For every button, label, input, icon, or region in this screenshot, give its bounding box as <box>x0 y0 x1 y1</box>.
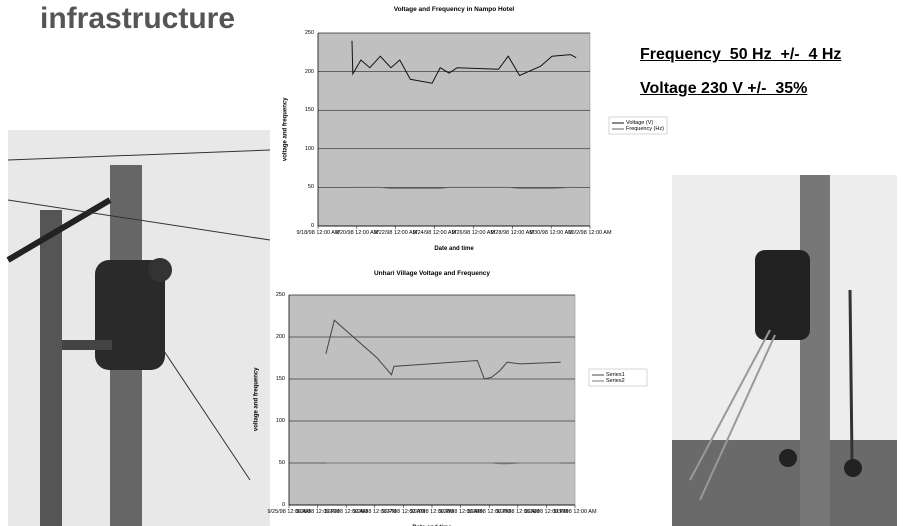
x-tick-label: 9/30/98 12:00 AM <box>553 509 597 515</box>
y-tick-label: 200 <box>265 334 285 340</box>
y-tick-label: 100 <box>294 146 314 152</box>
y-tick-label: 250 <box>294 30 314 36</box>
y-tick-label: 100 <box>265 418 285 424</box>
voltage-spec: Voltage 230 V +/- 35% <box>640 80 807 98</box>
chart-title: Unhari Village Voltage and Frequency <box>282 270 582 277</box>
x-tick-label: 9/20/98 12:00 AM <box>335 230 379 236</box>
slide-graphics <box>0 0 903 526</box>
x-tick-label: 9/22/98 12:00 AM <box>374 230 418 236</box>
y-axis-title: voltage and frequency <box>283 49 290 209</box>
y-tick-label: 150 <box>294 107 314 113</box>
photo-right <box>672 175 897 526</box>
x-tick-label: 9/26/98 12:00 AM <box>451 230 495 236</box>
x-tick-label: 9/24/98 12:00 AM <box>413 230 457 236</box>
x-tick-label: 10/2/98 12:00 AM <box>568 230 612 236</box>
x-tick-label: 9/18/98 12:00 AM <box>296 230 340 236</box>
y-tick-label: 250 <box>265 292 285 298</box>
legend-label: Frequency (Hz) <box>626 126 664 132</box>
x-tick-label: 9/28/98 12:00 AM <box>490 230 534 236</box>
plot-area <box>318 33 590 226</box>
legend-label: Series2 <box>606 378 625 384</box>
y-tick-label: 0 <box>294 223 314 229</box>
y-tick-label: 200 <box>294 69 314 75</box>
chart-title: Voltage and Frequency in Nampo Hotel <box>304 6 604 13</box>
y-tick-label: 0 <box>265 502 285 508</box>
y-tick-label: 50 <box>294 184 314 190</box>
photo-left <box>8 130 270 526</box>
x-axis-title: Date and time <box>374 246 534 253</box>
y-tick-label: 50 <box>265 460 285 466</box>
x-tick-label: 9/30/98 12:00 AM <box>529 230 573 236</box>
heading: infrastructure <box>40 2 235 36</box>
y-tick-label: 150 <box>265 376 285 382</box>
y-axis-title: voltage and frequency <box>254 319 261 479</box>
plot-area <box>289 295 575 505</box>
slide: infrastructure Frequency 50 Hz +/- 4 Hz … <box>0 0 903 526</box>
frequency-spec: Frequency 50 Hz +/- 4 Hz <box>640 46 841 64</box>
